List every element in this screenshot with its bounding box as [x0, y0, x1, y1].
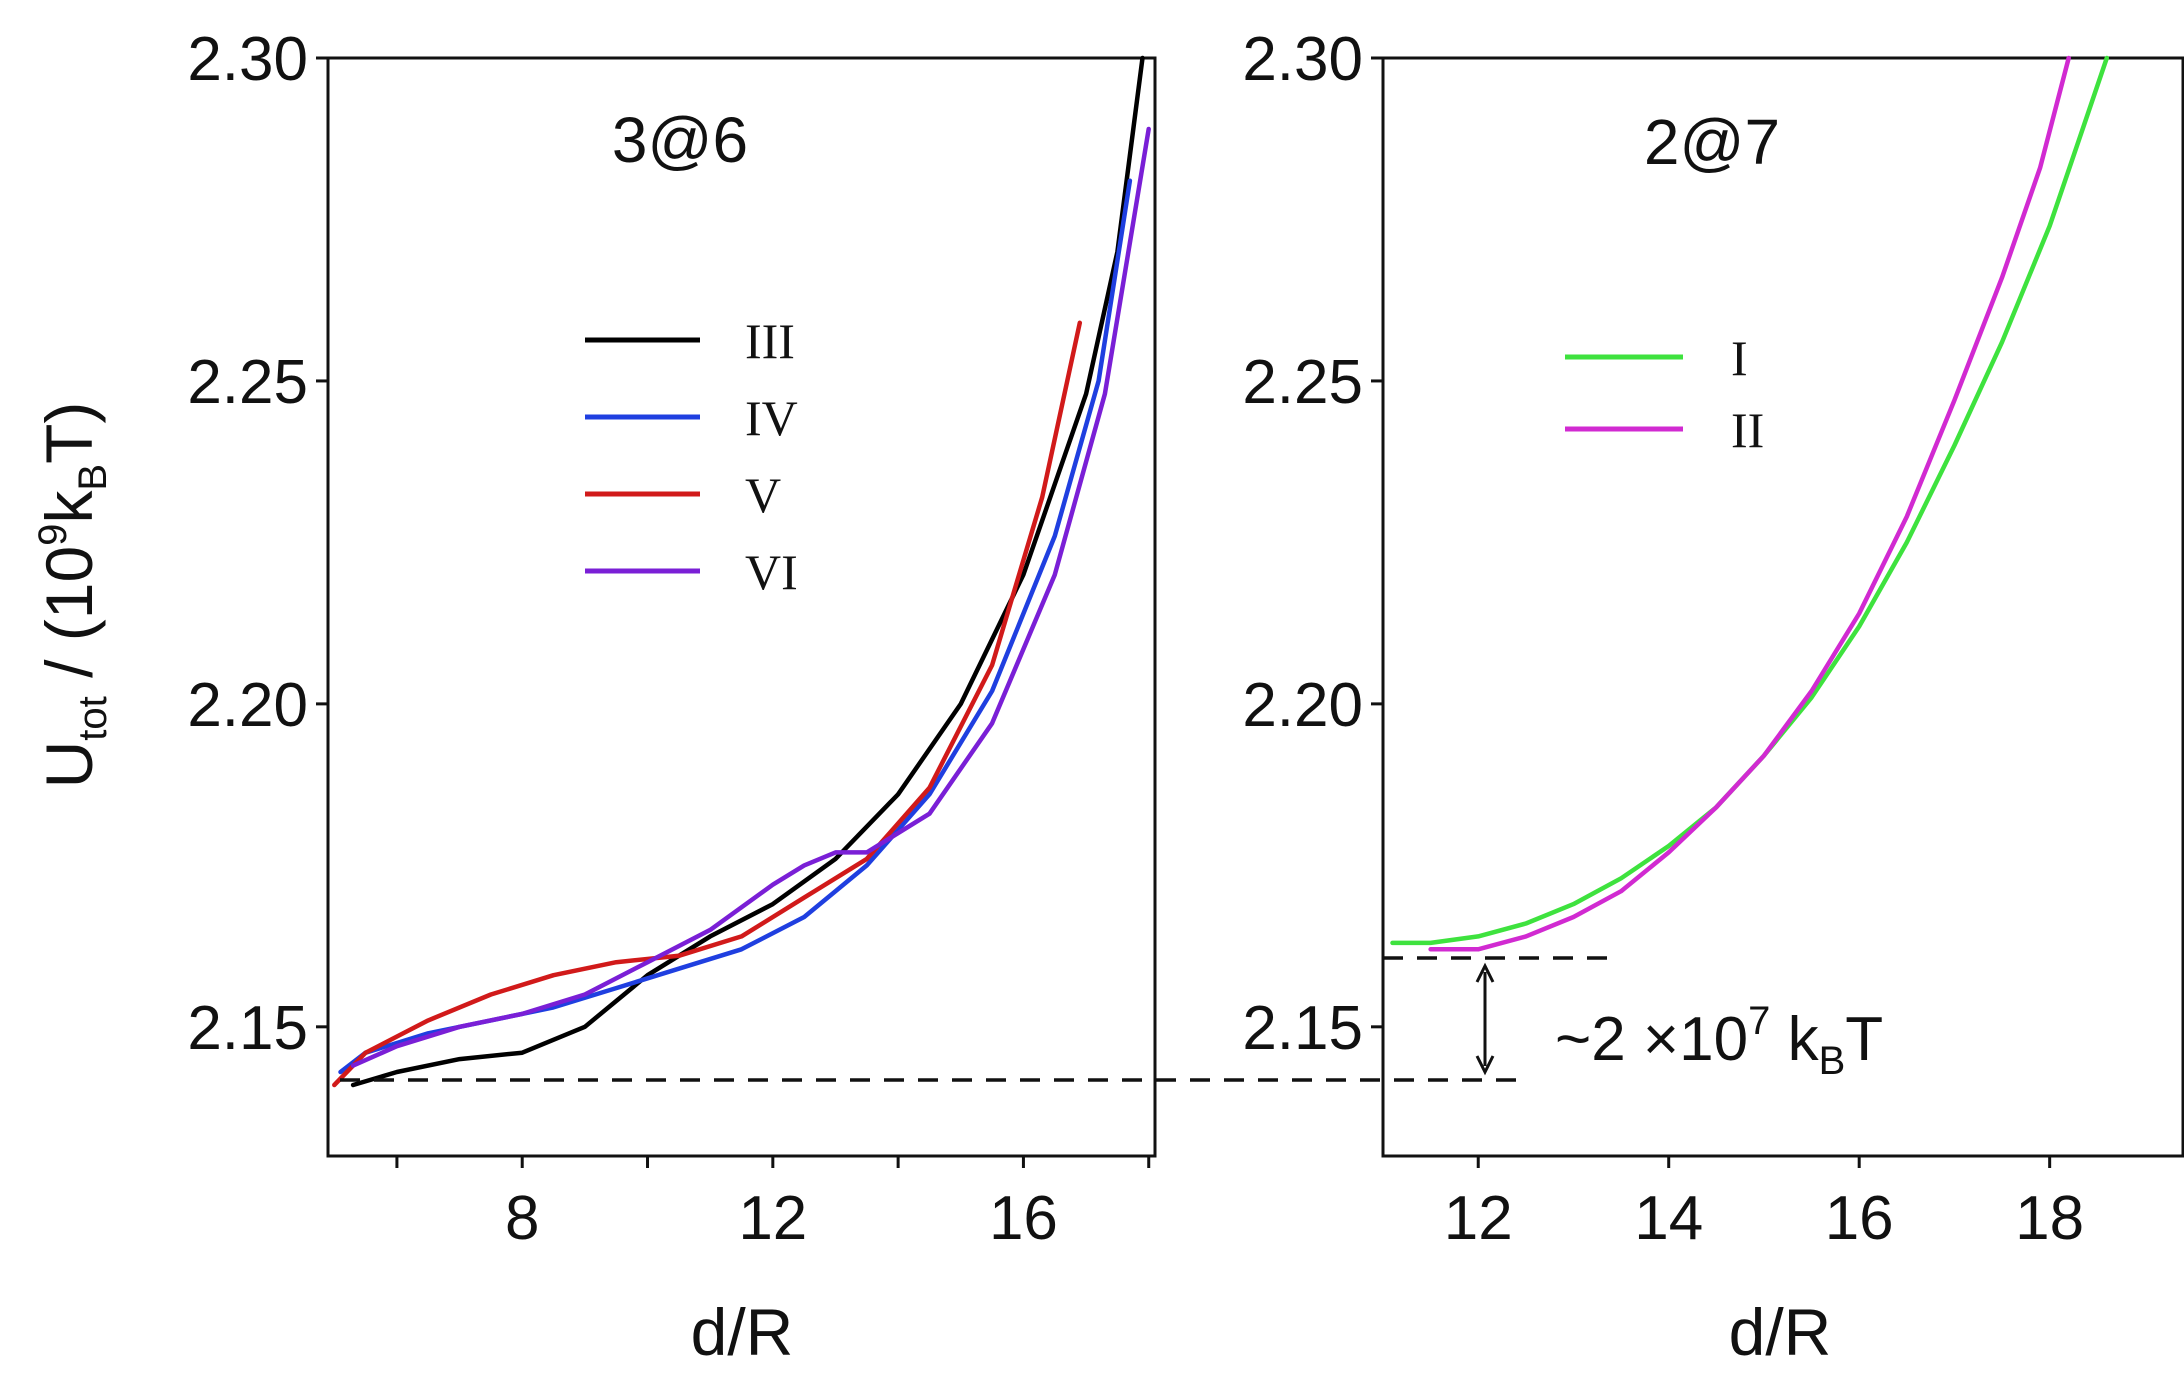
legend-label-III: III	[745, 313, 795, 369]
x-tick-label: 16	[1825, 1184, 1894, 1253]
y-axis-title-main: U	[32, 741, 106, 789]
legend: III	[1565, 330, 1764, 458]
x-axis-title: d/R	[691, 1295, 794, 1369]
x-tick-label: 8	[505, 1184, 539, 1253]
x-tick-label: 12	[738, 1184, 807, 1253]
y-tick-label: 2.15	[187, 994, 308, 1063]
gap-label: ~2 ×107 kBT	[1555, 999, 1883, 1083]
y-tick-label: 2.25	[1242, 348, 1363, 417]
y-tick-label: 2.15	[1242, 994, 1363, 1063]
gap-label-prefix: ~2 ×10	[1555, 1005, 1748, 1074]
x-tick-label: 18	[2015, 1184, 2084, 1253]
gap-label-end: T	[1845, 1005, 1883, 1074]
gap-label-k: k	[1770, 1005, 1819, 1074]
y-axis-title-end: T)	[32, 402, 106, 464]
x-tick-label: 16	[989, 1184, 1058, 1253]
legend-label-I: I	[1731, 330, 1748, 386]
series-line-VI	[350, 126, 1151, 1068]
legend-label-II: II	[1731, 402, 1764, 458]
y-axis-title-ksub: B	[71, 464, 115, 491]
legend-label-IV: IV	[745, 390, 798, 446]
gap-arrow-head-top	[1475, 962, 1495, 983]
y-axis-title-k: k	[32, 490, 106, 524]
legend: III IV V VI	[585, 313, 798, 600]
series-line-II	[1428, 55, 2071, 952]
y-axis-title-mid: / (10	[32, 546, 106, 696]
panel-title: 2@7	[1644, 106, 1780, 178]
series-layer	[332, 55, 1151, 1088]
x-tick-label: 12	[1444, 1184, 1513, 1253]
panel-title: 3@6	[612, 104, 748, 176]
y-axis-title: Utot / (109kBT)	[31, 402, 115, 789]
y-tick-label: 2.20	[1242, 671, 1363, 740]
x-tick-label: 14	[1634, 1184, 1703, 1253]
plot-frame	[326, 56, 1157, 1158]
y-axis-title-sub: tot	[71, 696, 115, 740]
series-line-I	[1390, 55, 2110, 946]
y-ticks: 2.15 2.20 2.25 2.30	[187, 25, 328, 1063]
y-tick-label: 2.20	[187, 671, 308, 740]
series-line-V	[332, 320, 1083, 1088]
y-tick-label: 2.30	[1242, 25, 1363, 94]
panel-2at7: 2@7 d/R 12 14 16 18 2.152.202.252.30 III	[1242, 25, 2184, 1369]
series-layer	[1390, 55, 2110, 952]
legend-label-V: V	[745, 467, 781, 523]
energy-gap-annotation: ~2 ×107 kBT	[340, 956, 1883, 1083]
plot-frame	[1381, 56, 2184, 1158]
x-ticks: 8 12 16	[395, 1156, 1151, 1253]
gap-label-sub: B	[1819, 1039, 1846, 1083]
x-axis-title: d/R	[1729, 1295, 1832, 1369]
series-line-III	[350, 55, 1145, 1088]
gap-label-sup: 7	[1748, 999, 1770, 1043]
y-tick-label: 2.25	[187, 348, 308, 417]
panel-3at6: 3@6 d/R 8 12 16 2.15 2.20 2.25 2.30 III IV V VI	[187, 25, 1157, 1369]
legend-label-VI: VI	[745, 544, 798, 600]
gap-arrow-head-bottom	[1475, 1055, 1495, 1076]
y-tick-label: 2.30	[187, 25, 308, 94]
y-ticks: 2.15 2.20 2.25 2.30	[1242, 25, 1383, 1063]
y-axis-title-sup: 9	[31, 524, 75, 546]
x-ticks: 12 14 16 18	[1444, 1156, 2084, 1253]
